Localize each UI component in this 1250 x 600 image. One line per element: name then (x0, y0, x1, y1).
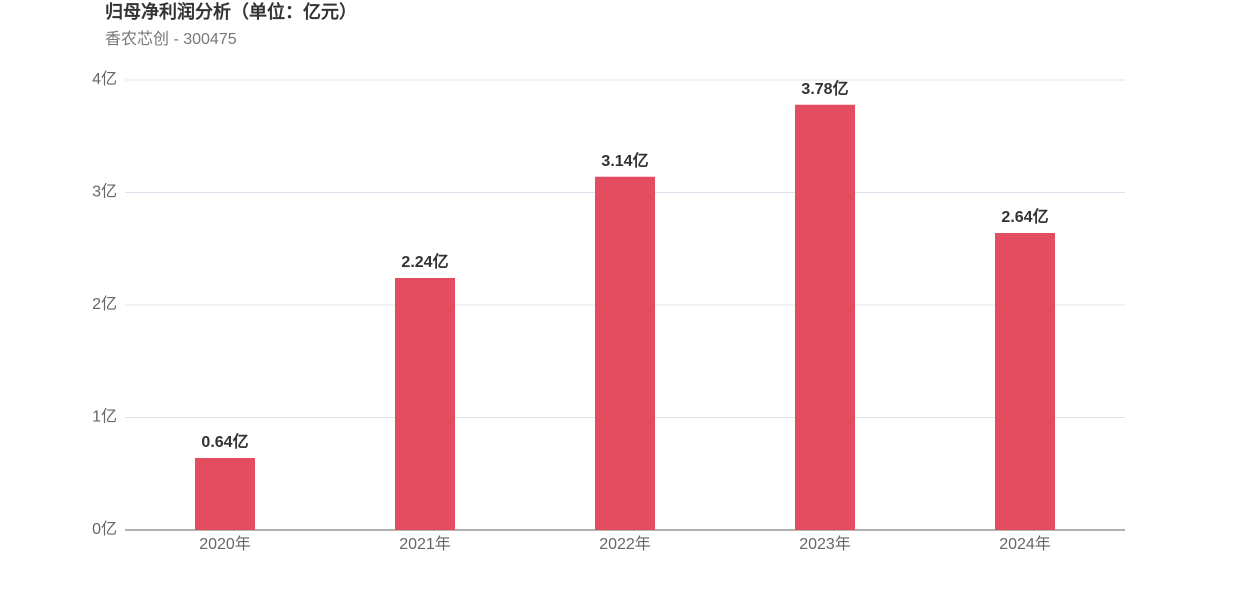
value-label: 0.64亿 (201, 432, 248, 451)
bar (195, 458, 255, 530)
y-tick-label: 1亿 (92, 408, 117, 426)
chart-subtitle: 香农芯创 - 300475 (105, 30, 237, 48)
x-tick-label: 2021年 (399, 535, 451, 553)
x-tick-label: 2024年 (999, 535, 1051, 553)
bar (995, 233, 1055, 530)
x-tick-label: 2022年 (599, 535, 651, 553)
value-label: 2.24亿 (401, 252, 448, 271)
chart-title: 归母净利润分析（单位：亿元） (105, 1, 357, 22)
bar (395, 278, 455, 530)
x-tick-label: 2020年 (199, 535, 251, 553)
value-label: 2.64亿 (1001, 207, 1048, 226)
value-label: 3.14亿 (601, 151, 648, 170)
value-label: 3.78亿 (801, 79, 848, 98)
y-tick-label: 4亿 (92, 70, 117, 88)
y-tick-label: 0亿 (92, 520, 117, 538)
y-tick-label: 2亿 (92, 295, 117, 313)
bar (795, 104, 855, 530)
bar (595, 176, 655, 530)
x-tick-label: 2023年 (799, 535, 851, 553)
y-tick-label: 3亿 (92, 183, 117, 201)
